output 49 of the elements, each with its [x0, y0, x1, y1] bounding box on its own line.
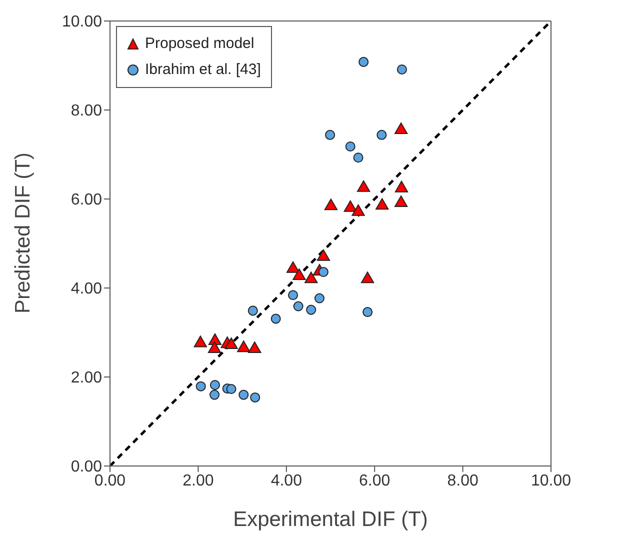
legend-label: Proposed model	[145, 34, 254, 54]
point	[250, 392, 260, 402]
point	[394, 122, 408, 134]
x-tick-label: 4.00	[270, 472, 302, 490]
point	[210, 380, 220, 390]
point	[344, 200, 357, 212]
point	[196, 381, 206, 392]
point	[394, 195, 408, 208]
x-tick-label: 10.00	[530, 472, 572, 490]
point	[316, 249, 330, 261]
x-tick-label: 8.00	[447, 472, 478, 490]
point	[352, 204, 365, 216]
legend-label: Ibrahim et al. [43]	[145, 60, 261, 80]
x-axis-title: Experimental DIF (T)	[233, 508, 428, 531]
point	[362, 307, 373, 318]
point	[288, 290, 298, 300]
y-axis-title: Predicted DIF (T)	[11, 152, 34, 314]
point	[356, 180, 370, 192]
point	[270, 314, 281, 324]
point	[306, 304, 316, 315]
point	[224, 337, 238, 349]
point	[324, 198, 338, 210]
y-tick-label: 8.00	[70, 102, 102, 120]
y-tick-label: 4.00	[70, 280, 102, 298]
point	[293, 301, 304, 312]
point	[292, 268, 306, 280]
y-tick-label: 2.00	[70, 370, 102, 387]
point	[318, 266, 328, 277]
point	[226, 384, 236, 394]
point	[376, 198, 389, 210]
point	[376, 130, 387, 140]
point	[237, 340, 250, 352]
y-tick-label: 10.00	[62, 14, 102, 31]
point	[345, 141, 356, 152]
point	[248, 306, 258, 316]
point	[238, 390, 249, 400]
point	[394, 180, 408, 192]
point	[210, 390, 220, 400]
x-tick-label: 6.00	[359, 472, 390, 490]
x-tick-label: 2.00	[182, 472, 214, 490]
y-tick-label: 6.00	[70, 192, 102, 209]
point	[208, 341, 222, 353]
point	[360, 272, 374, 284]
point	[325, 130, 336, 140]
point	[304, 272, 318, 284]
point	[194, 336, 207, 348]
point	[286, 261, 300, 273]
point	[314, 293, 324, 304]
point	[248, 341, 262, 353]
